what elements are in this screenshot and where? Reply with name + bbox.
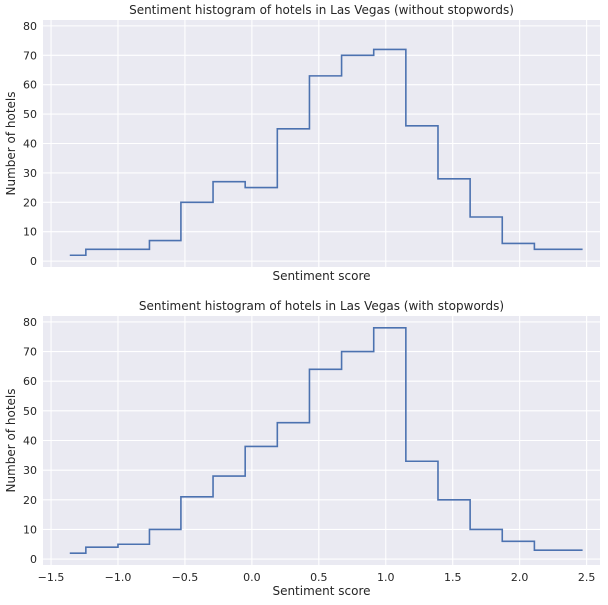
bottom-x-tick-label: 2.5 — [578, 571, 596, 584]
bottom-x-tick-label: −1.5 — [38, 571, 65, 584]
bottom-x-axis-label: Sentiment score — [272, 584, 370, 598]
bottom-tick-labels: −1.5 −1.0 −0.5 0.0 0.5 1.0 1.5 2.0 2.5 0 10 20 30 40 5… — [23, 316, 595, 584]
bottom-grid — [43, 316, 600, 565]
bottom-y-tick-label: 70 — [23, 346, 37, 359]
bottom-y-tick-label: 80 — [23, 316, 37, 329]
bottom-y-tick-label: 50 — [23, 405, 37, 418]
bottom-y-tick-label: 0 — [30, 553, 37, 566]
bottom-x-tick-label: −0.5 — [172, 571, 199, 584]
top-series-step-line — [69, 48, 583, 257]
bottom-y-tick-label: 60 — [23, 375, 37, 388]
bottom-x-tick-label: 2.0 — [511, 571, 529, 584]
top-y-tick-label: 30 — [23, 167, 37, 180]
top-chart-title: Sentiment histogram of hotels in Las Veg… — [129, 3, 514, 17]
bottom-subplot: −1.5 −1.0 −0.5 0.0 0.5 1.0 1.5 2.0 2.5 0 10 20 30 40 5… — [4, 299, 600, 598]
top-subplot: 0 10 20 30 40 50 60 70 80 Sentiment histogram of… — [4, 3, 600, 283]
top-y-tick-label: 10 — [23, 226, 37, 239]
top-y-tick-label: 70 — [23, 49, 37, 62]
bottom-x-tick-label: 0.5 — [310, 571, 328, 584]
top-x-axis-label: Sentiment score — [272, 269, 370, 283]
top-y-axis-label: Number of hotels — [4, 91, 18, 195]
bottom-y-tick-label: 40 — [23, 435, 37, 448]
bottom-x-tick-label: 1.0 — [377, 571, 395, 584]
bottom-x-tick-label: −1.0 — [105, 571, 132, 584]
top-y-tick-label: 60 — [23, 79, 37, 92]
top-y-tick-label: 0 — [30, 255, 37, 268]
top-grid — [43, 20, 600, 267]
top-tick-labels: 0 10 20 30 40 50 60 70 80 — [23, 20, 37, 268]
bottom-series-step-line — [69, 327, 583, 554]
top-y-tick-label: 80 — [23, 20, 37, 33]
bottom-chart-title: Sentiment histogram of hotels in Las Veg… — [139, 299, 504, 313]
bottom-x-tick-label: 0.0 — [243, 571, 261, 584]
bottom-y-tick-label: 30 — [23, 464, 37, 477]
bottom-y-axis-label: Number of hotels — [4, 388, 18, 492]
top-y-tick-label: 50 — [23, 108, 37, 121]
bottom-y-tick-label: 10 — [23, 523, 37, 536]
top-y-tick-label: 40 — [23, 138, 37, 151]
top-y-tick-label: 20 — [23, 196, 37, 209]
bottom-y-tick-label: 20 — [23, 494, 37, 507]
bottom-x-tick-label: 1.5 — [444, 571, 462, 584]
